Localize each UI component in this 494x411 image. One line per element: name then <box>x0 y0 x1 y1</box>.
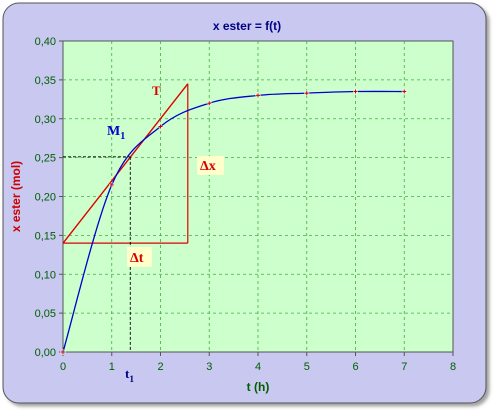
y-tick-label: 0,05 <box>35 308 56 320</box>
data-point-marker <box>304 91 309 96</box>
delta-t-label: Δt <box>130 251 144 266</box>
y-tick-label: 0,15 <box>35 230 56 242</box>
y-tick-label: 0,35 <box>35 75 56 87</box>
x-tick-label: 1 <box>109 361 115 373</box>
x-tick-label: 3 <box>206 361 212 373</box>
data-point-marker <box>207 101 212 106</box>
x-tick-label: 2 <box>157 361 163 373</box>
x-tick-label: 7 <box>401 361 407 373</box>
y-axis-ticks: 0,00 0,05 0,10 0,15 0,20 0,25 0,30 0,35 0,40 <box>35 36 63 359</box>
annotations: T M1 Δx Δt t1 <box>62 83 224 385</box>
data-point-marker <box>353 89 358 94</box>
series-markers <box>60 89 407 355</box>
data-point-marker <box>402 89 407 94</box>
x-tick-label: 8 <box>450 361 456 373</box>
chart-title: x ester = f(t) <box>213 19 281 33</box>
data-point-marker <box>61 350 65 354</box>
delta-x-label: Δx <box>200 159 216 174</box>
x-tick-label: 4 <box>255 361 261 373</box>
grid-lines <box>63 41 453 352</box>
x-tick-label: 6 <box>352 361 358 373</box>
x-axis-label: t (h) <box>247 380 270 394</box>
y-axis-label: x ester (mol) <box>9 161 23 232</box>
delta-x-label-background <box>197 156 224 175</box>
point-label: M1 <box>107 124 125 142</box>
delta-t-label-background <box>127 247 152 267</box>
tangent-line <box>62 83 189 244</box>
data-point-marker <box>158 124 163 129</box>
t1-label: t1 <box>125 366 134 385</box>
y-tick-label: 0,30 <box>35 114 56 126</box>
x-tick-label: 5 <box>304 361 310 373</box>
y-tick-label: 0,25 <box>35 153 56 165</box>
tangent-label: T <box>152 83 161 98</box>
series-curve <box>62 90 405 353</box>
y-tick-label: 0,10 <box>35 269 56 281</box>
y-tick-label: 0,00 <box>35 347 56 359</box>
data-point-marker <box>109 182 114 187</box>
y-tick-label: 0,40 <box>35 36 56 48</box>
y-tick-label: 0,20 <box>35 192 56 204</box>
x-tick-label: 0 <box>60 361 66 373</box>
data-point-marker <box>256 93 260 98</box>
